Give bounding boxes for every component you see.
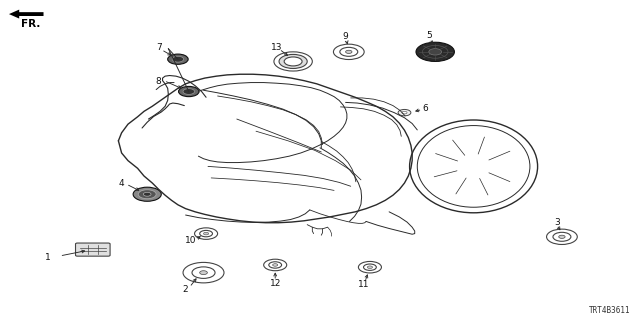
Text: 9: 9: [343, 32, 348, 41]
Circle shape: [143, 192, 151, 196]
Circle shape: [416, 42, 454, 61]
Circle shape: [273, 264, 278, 266]
Text: FR.: FR.: [21, 19, 40, 29]
Circle shape: [402, 111, 407, 114]
Circle shape: [429, 49, 442, 55]
Circle shape: [346, 50, 352, 53]
Circle shape: [200, 230, 212, 237]
Text: 7: 7: [156, 44, 161, 52]
Text: 5: 5: [426, 31, 431, 40]
Circle shape: [179, 86, 199, 97]
Circle shape: [553, 232, 571, 241]
Circle shape: [138, 190, 156, 199]
Text: TRT4B3611: TRT4B3611: [589, 306, 630, 315]
Polygon shape: [9, 10, 44, 19]
Text: 1: 1: [45, 253, 51, 262]
Circle shape: [192, 267, 215, 278]
Text: 2: 2: [183, 285, 188, 294]
Circle shape: [200, 271, 207, 275]
Circle shape: [279, 54, 307, 68]
Circle shape: [398, 109, 411, 116]
Circle shape: [559, 235, 565, 238]
Text: 13: 13: [271, 43, 282, 52]
Text: 4: 4: [119, 180, 124, 188]
Text: 12: 12: [269, 279, 281, 288]
Circle shape: [172, 56, 184, 62]
Circle shape: [183, 89, 195, 94]
Circle shape: [364, 264, 376, 270]
Circle shape: [340, 47, 358, 56]
Circle shape: [367, 266, 372, 268]
Circle shape: [168, 54, 188, 64]
FancyBboxPatch shape: [76, 243, 110, 256]
Text: 8: 8: [156, 77, 161, 86]
Circle shape: [284, 57, 302, 66]
Circle shape: [204, 232, 209, 235]
Text: 10: 10: [185, 236, 196, 245]
Text: 3: 3: [554, 218, 559, 227]
Text: 6: 6: [423, 104, 428, 113]
Circle shape: [133, 187, 161, 201]
Text: 11: 11: [358, 280, 369, 289]
Circle shape: [269, 262, 282, 268]
